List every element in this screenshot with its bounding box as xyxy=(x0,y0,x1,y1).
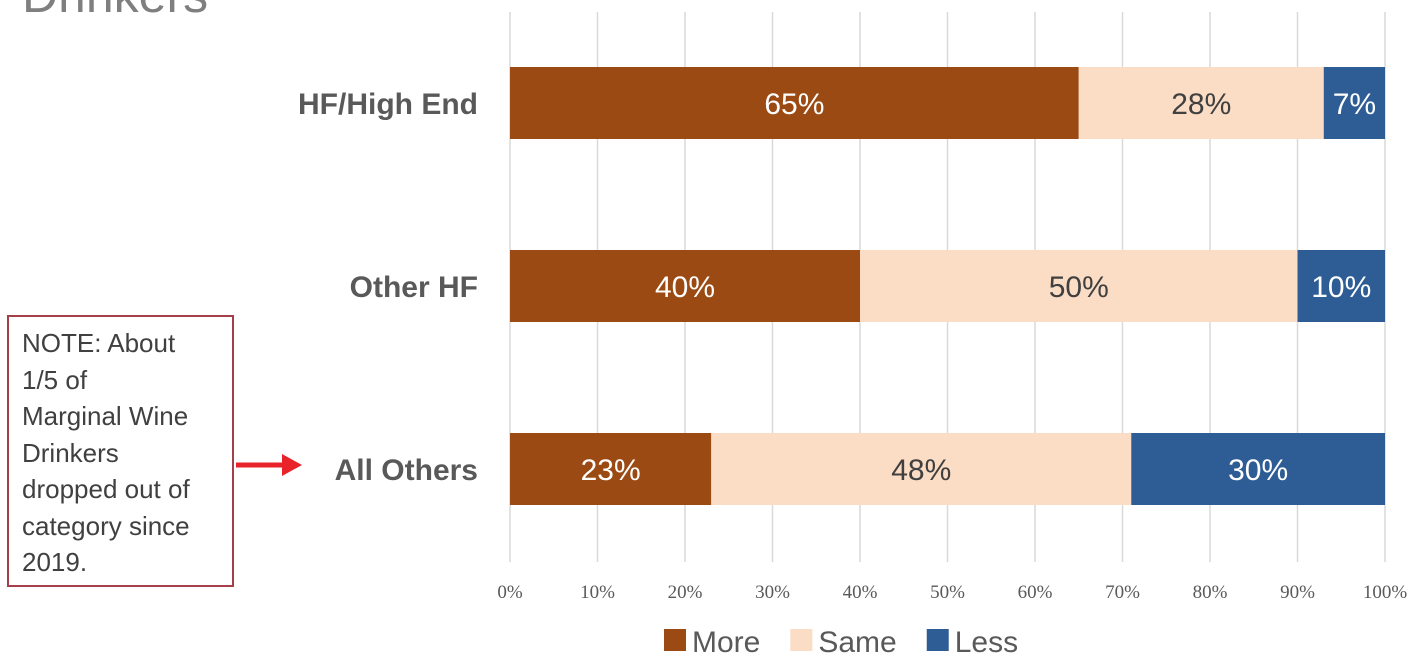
data-label: 23% xyxy=(581,454,641,487)
x-tick-label: 80% xyxy=(1193,582,1228,603)
data-label: 65% xyxy=(764,88,824,121)
bar-same xyxy=(860,250,1298,322)
bar-same xyxy=(1078,67,1324,139)
arrow-icon xyxy=(282,454,302,476)
note-box: NOTE: About 1/5 of Marginal Wine Drinker… xyxy=(7,315,234,587)
bar-more xyxy=(510,433,712,505)
x-tick-label: 20% xyxy=(668,582,703,603)
category-label: HF/High End xyxy=(298,88,478,121)
data-label: 28% xyxy=(1171,88,1231,121)
x-tick-label: 70% xyxy=(1105,582,1140,603)
x-tick-label: 60% xyxy=(1018,582,1053,603)
bar-less xyxy=(1323,67,1385,139)
bar-same xyxy=(711,433,1132,505)
x-tick-label: 50% xyxy=(930,582,965,603)
page-title: Drinkers xyxy=(22,0,208,24)
legend-label: Less xyxy=(955,626,1018,657)
bar-less xyxy=(1297,250,1385,322)
category-label: All Others xyxy=(335,454,478,487)
data-label: 50% xyxy=(1049,271,1109,304)
legend-label: More xyxy=(692,626,760,657)
x-tick-label: 10% xyxy=(580,582,615,603)
category-label: Other HF xyxy=(350,271,478,304)
data-label: 30% xyxy=(1228,454,1288,487)
bar-more xyxy=(510,67,1079,139)
data-label: 10% xyxy=(1311,271,1371,304)
x-tick-label: 30% xyxy=(755,582,790,603)
x-tick-label: 90% xyxy=(1280,582,1315,603)
x-tick-label: 0% xyxy=(497,582,523,603)
data-label: 48% xyxy=(891,454,951,487)
legend-swatch-less xyxy=(926,629,949,651)
note-text: NOTE: About 1/5 of Marginal Wine Drinker… xyxy=(22,328,190,577)
data-label: 40% xyxy=(655,271,715,304)
bar-more xyxy=(510,250,860,322)
bar-less xyxy=(1131,433,1385,505)
legend-swatch-more xyxy=(664,629,686,651)
x-tick-label: 40% xyxy=(843,582,878,603)
legend-swatch-same xyxy=(790,629,813,651)
data-label: 7% xyxy=(1333,88,1376,121)
x-tick-label: 100% xyxy=(1363,582,1408,603)
legend-label: Same xyxy=(818,626,896,657)
